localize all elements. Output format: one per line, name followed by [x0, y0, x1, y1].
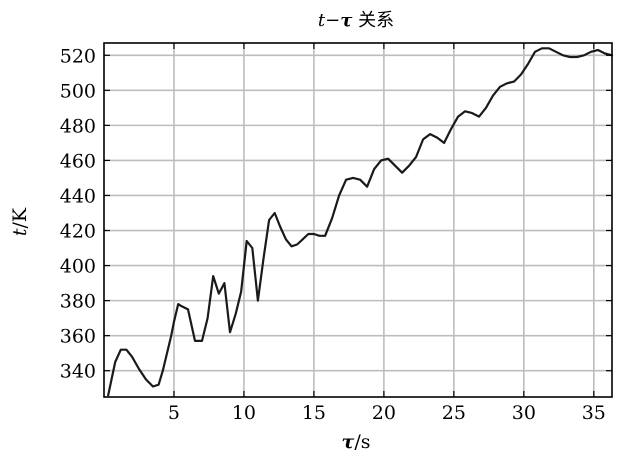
- y-tick-label: 500: [60, 80, 96, 102]
- y-tick-label: 340: [60, 361, 96, 383]
- x-tick-label: 35: [582, 402, 606, 424]
- y-tick-label: 460: [60, 150, 96, 172]
- y-tick-label: 420: [60, 221, 96, 243]
- series-line: [107, 47, 614, 397]
- y-tick-label: 480: [60, 115, 96, 137]
- x-tick-label: 25: [442, 402, 466, 424]
- chart-title: t−τ 关系: [318, 10, 394, 31]
- x-tick-label: 30: [512, 402, 536, 424]
- tick-labels: 5 10 15 20 25 30 35 340 360 380 400 420 440 460 480 500…: [60, 45, 606, 424]
- y-tick-label: 360: [60, 326, 96, 348]
- x-axis-label: τ/s: [342, 431, 371, 453]
- x-tick-label: 20: [372, 402, 396, 424]
- grid: [104, 43, 612, 397]
- axis-ticks: [104, 43, 612, 397]
- x-tick-label: 15: [302, 402, 326, 424]
- y-axis-label: t/K: [9, 207, 31, 236]
- y-tick-label: 400: [60, 256, 96, 278]
- y-tick-label: 520: [60, 45, 96, 67]
- y-tick-label: 440: [60, 185, 96, 207]
- y-tick-label: 380: [60, 291, 96, 313]
- x-tick-label: 10: [232, 402, 256, 424]
- plot-frame: [103, 42, 613, 398]
- x-tick-label: 5: [168, 402, 180, 424]
